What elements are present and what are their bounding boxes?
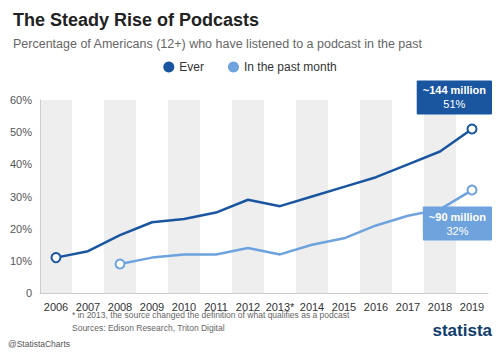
svg-text:2017: 2017: [396, 301, 420, 313]
svg-text:2015: 2015: [332, 301, 356, 313]
svg-text:~90 million: ~90 million: [429, 211, 486, 223]
svg-text:2012: 2012: [236, 301, 260, 313]
svg-text:2009: 2009: [140, 301, 164, 313]
svg-text:30%: 30%: [10, 191, 32, 203]
svg-text:2016: 2016: [364, 301, 388, 313]
svg-text:2007: 2007: [76, 301, 100, 313]
svg-text:2010: 2010: [172, 301, 196, 313]
svg-text:2014: 2014: [300, 301, 324, 313]
svg-text:* in 2013, the source changed: * in 2013, the source changed the defini…: [72, 309, 350, 320]
svg-text:10%: 10%: [10, 255, 32, 267]
svg-text:50%: 50%: [10, 126, 32, 138]
svg-text:2006: 2006: [44, 301, 68, 313]
svg-text:2008: 2008: [108, 301, 132, 313]
svg-text:40%: 40%: [10, 158, 32, 170]
svg-text:statista: statista: [432, 321, 492, 340]
svg-text:32%: 32%: [446, 225, 468, 237]
svg-text:60%: 60%: [10, 94, 32, 106]
svg-text:2019: 2019: [460, 301, 484, 313]
svg-text:~144 million: ~144 million: [423, 84, 487, 96]
svg-text:Sources: Edison Research, Trit: Sources: Edison Research, Triton Digital: [72, 323, 225, 333]
svg-text:Ever: Ever: [179, 60, 204, 74]
svg-text:2011: 2011: [204, 301, 228, 313]
svg-text:20%: 20%: [10, 223, 32, 235]
svg-text:0: 0: [26, 287, 32, 299]
svg-text:2018: 2018: [428, 301, 452, 313]
svg-text:The Steady Rise of Podcasts: The Steady Rise of Podcasts: [13, 10, 259, 30]
svg-text:Percentage of Americans (12+): Percentage of Americans (12+) who have l…: [13, 37, 422, 51]
svg-text:In the past month: In the past month: [244, 60, 337, 74]
svg-text:51%: 51%: [443, 98, 465, 110]
svg-text:@StatistaCharts: @StatistaCharts: [8, 339, 70, 349]
svg-text:2013*: 2013*: [266, 301, 295, 313]
